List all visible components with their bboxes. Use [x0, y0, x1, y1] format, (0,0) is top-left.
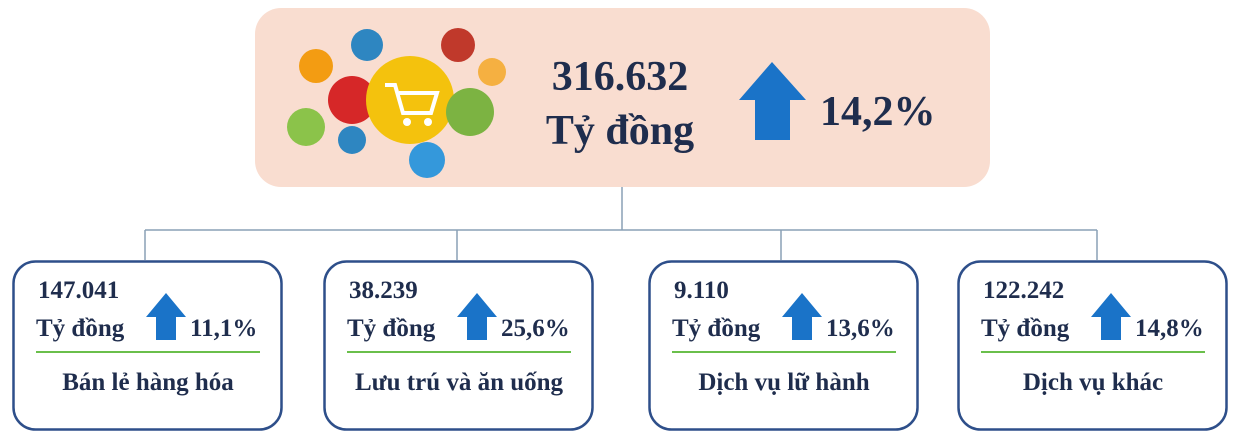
- box-frame: [12, 260, 283, 431]
- connectors: [144, 187, 1098, 260]
- label: Lưu trú và ăn uống: [355, 369, 564, 396]
- change: 25,6%: [501, 315, 570, 342]
- unit: Tỷ đồng: [347, 315, 436, 342]
- category-box: 147.041 Tỷ đồng 11,1% Bán lẻ hàng hóa: [12, 260, 283, 431]
- change: 13,6%: [826, 315, 895, 342]
- value: 9.110: [674, 277, 729, 304]
- up-arrow: [457, 293, 497, 340]
- up-arrow: [146, 293, 186, 340]
- box-frame: [323, 260, 594, 431]
- total-unit: Tỷ đồng: [546, 108, 694, 154]
- category-box: 122.242 Tỷ đồng 14,8% Dịch vụ khác: [957, 260, 1228, 431]
- label: Dịch vụ lữ hành: [698, 369, 869, 396]
- label: Dịch vụ khác: [1023, 369, 1163, 396]
- value: 122.242: [983, 277, 1064, 304]
- category-box: 38.239 Tỷ đồng 25,6% Lưu trú và ăn uống: [323, 260, 594, 431]
- total-panel: [255, 8, 990, 187]
- box-frame: [648, 260, 919, 431]
- up-arrow: [1091, 293, 1131, 340]
- up-arrow: [782, 293, 822, 340]
- category-box: 9.110 Tỷ đồng 13,6% Dịch vụ lữ hành: [648, 260, 919, 431]
- value: 147.041: [38, 277, 119, 304]
- total-change: 14,2%: [820, 89, 936, 135]
- total-value: 316.632: [552, 54, 689, 100]
- unit: Tỷ đồng: [672, 315, 761, 342]
- unit: Tỷ đồng: [36, 315, 125, 342]
- label: Bán lẻ hàng hóa: [62, 369, 234, 396]
- unit: Tỷ đồng: [981, 315, 1070, 342]
- change: 11,1%: [190, 315, 257, 342]
- shopping-icons: [287, 28, 506, 178]
- value: 38.239: [349, 277, 418, 304]
- box-frame: [957, 260, 1228, 431]
- up-arrow: [739, 62, 806, 140]
- change: 14,8%: [1135, 315, 1204, 342]
